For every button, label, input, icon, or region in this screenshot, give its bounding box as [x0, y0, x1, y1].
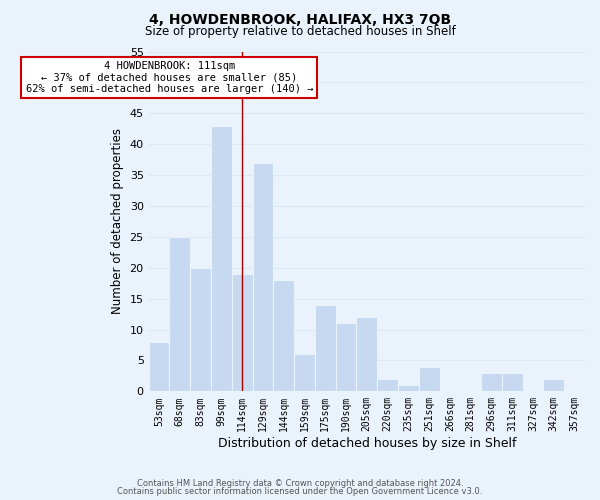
Text: 4 HOWDENBROOK: 111sqm
← 37% of detached houses are smaller (85)
62% of semi-deta: 4 HOWDENBROOK: 111sqm ← 37% of detached … — [26, 61, 313, 94]
Bar — [232, 274, 253, 392]
Bar — [169, 237, 190, 392]
Text: Contains public sector information licensed under the Open Government Licence v3: Contains public sector information licen… — [118, 487, 482, 496]
Y-axis label: Number of detached properties: Number of detached properties — [111, 128, 124, 314]
Bar — [335, 324, 356, 392]
Text: 4, HOWDENBROOK, HALIFAX, HX3 7QB: 4, HOWDENBROOK, HALIFAX, HX3 7QB — [149, 12, 451, 26]
Bar — [294, 354, 315, 392]
Bar — [356, 317, 377, 392]
Text: Contains HM Land Registry data © Crown copyright and database right 2024.: Contains HM Land Registry data © Crown c… — [137, 478, 463, 488]
Bar — [253, 162, 273, 392]
Bar — [273, 280, 294, 392]
Bar — [419, 366, 440, 392]
Bar — [481, 373, 502, 392]
Bar — [544, 379, 564, 392]
Bar — [377, 379, 398, 392]
Bar — [398, 385, 419, 392]
Text: Size of property relative to detached houses in Shelf: Size of property relative to detached ho… — [145, 25, 455, 38]
Bar — [149, 342, 169, 392]
Bar — [315, 305, 335, 392]
Bar — [211, 126, 232, 392]
X-axis label: Distribution of detached houses by size in Shelf: Distribution of detached houses by size … — [218, 437, 516, 450]
Bar — [190, 268, 211, 392]
Bar — [502, 373, 523, 392]
